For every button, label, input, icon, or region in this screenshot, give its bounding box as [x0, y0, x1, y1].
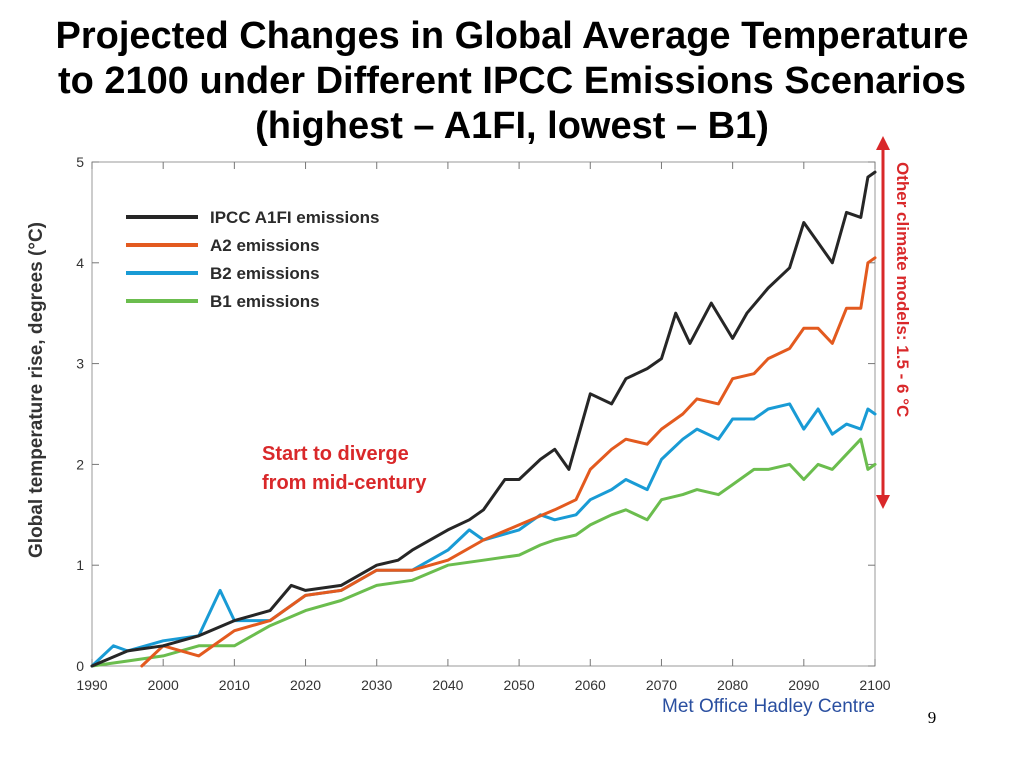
slide-title: Projected Changes in Global Average Temp…: [0, 14, 1024, 149]
y-tick-labels: 0 1 2 3 4 5: [76, 154, 84, 674]
x-tick-labels: 1990 2000 2010 2020 2030 2040 2050 2060 2070 2080…: [76, 677, 890, 693]
y-tick-label: 4: [76, 255, 84, 271]
x-tick-label: 2040: [432, 677, 463, 693]
x-tick-label: 2060: [575, 677, 606, 693]
x-tick-label: 2100: [859, 677, 890, 693]
y-tick-label: 3: [76, 356, 84, 372]
legend-label: A2 emissions: [210, 236, 320, 255]
range-annotation: Other climate models: 1.5 - 6 °C: [893, 162, 912, 417]
series-line-2: [90, 402, 877, 668]
legend-label: IPCC A1FI emissions: [210, 208, 379, 227]
legend: IPCC A1FI emissions A2 emissions B2 emissi…: [126, 208, 379, 311]
x-tick-label: 2000: [148, 677, 179, 693]
x-tick-label: 2030: [361, 677, 392, 693]
title-line: (highest – A1FI, lowest – B1): [255, 105, 769, 147]
x-tick-label: 2080: [717, 677, 748, 693]
series-line-1: [140, 256, 877, 668]
y-tick-label: 0: [76, 658, 84, 674]
title-line: to 2100 under Different IPCC Emissions S…: [57, 60, 967, 102]
x-tick-label: 2070: [646, 677, 677, 693]
y-axis-label: Global temperature rise, degrees (°C): [26, 222, 47, 558]
credit-text: Met Office Hadley Centre: [662, 696, 875, 717]
x-tick-label: 2010: [219, 677, 250, 693]
legend-label: B2 emissions: [210, 264, 320, 283]
series-line-0: [90, 170, 877, 668]
diverge-annotation: Start to diverge from mid-century: [262, 443, 427, 494]
legend-label: B1 emissions: [210, 292, 320, 311]
x-tick-label: 1990: [76, 677, 107, 693]
y-tick-label: 5: [76, 154, 84, 170]
title-line: Projected Changes in Global Average Temp…: [55, 15, 969, 57]
x-tick-label: 2020: [290, 677, 321, 693]
x-tick-label: 2090: [788, 677, 819, 693]
range-arrow: [876, 136, 890, 509]
y-tick-label: 1: [76, 557, 84, 573]
series-line-3: [90, 437, 877, 668]
series-lines: [90, 170, 877, 668]
x-tick-label: 2050: [504, 677, 535, 693]
y-tick-label: 2: [76, 456, 84, 472]
diverge-line: from mid-century: [262, 472, 427, 494]
page-number: 9: [927, 708, 937, 727]
diverge-line: Start to diverge: [262, 443, 409, 465]
